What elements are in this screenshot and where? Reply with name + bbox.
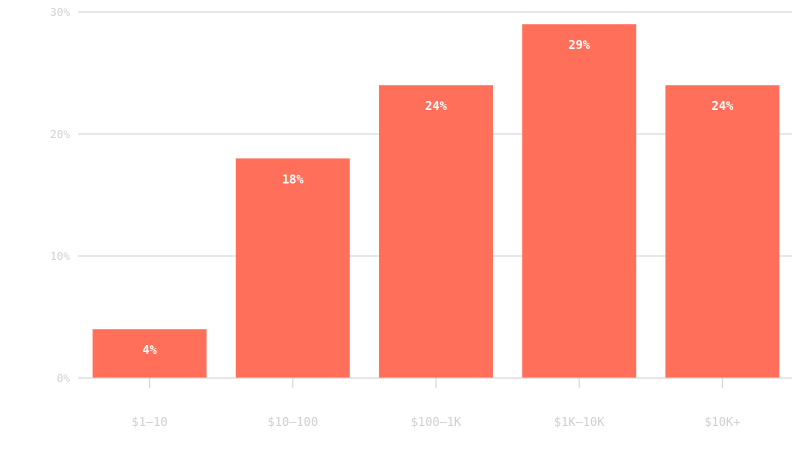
data-label: 24% [425,99,447,113]
y-tick-label: 10% [50,250,70,263]
x-axis: $1–10 $10–100 $100–1K $1K–10K $10K+ [78,377,792,429]
data-label: 4% [142,343,157,357]
bar [92,329,207,378]
x-tick-label: $10–100 [268,415,319,429]
bar [379,85,493,378]
y-tick-label: 0% [57,372,71,385]
data-label: 24% [712,99,734,113]
x-tick-label: $1K–10K [554,415,605,429]
data-label: 18% [282,172,304,186]
bar [235,158,350,378]
bars [92,24,780,378]
y-tick-label: 20% [50,128,70,141]
x-tick-label: $1–10 [132,415,168,429]
data-labels: 4% 18% 24% 29% 24% [142,38,734,357]
bar [665,85,780,378]
bar [522,24,637,378]
x-tick-label: $100–1K [411,415,462,429]
x-tick-label: $10K+ [704,415,740,429]
data-label: 29% [568,38,590,52]
y-tick-label: 30% [50,6,70,19]
